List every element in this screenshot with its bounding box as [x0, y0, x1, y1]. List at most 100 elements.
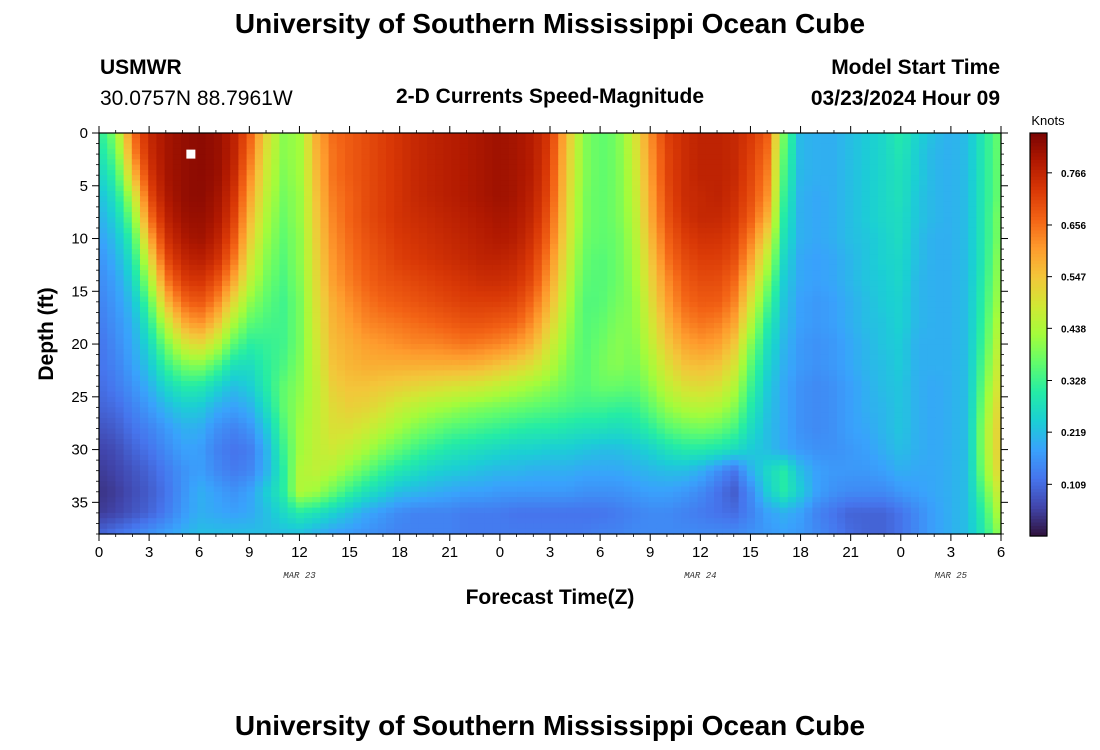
heatmap-cell	[623, 233, 633, 240]
heatmap-cell	[197, 169, 207, 176]
heatmap-cell	[451, 154, 461, 160]
heatmap-cell	[509, 264, 518, 271]
heatmap-cell	[369, 143, 379, 150]
heatmap-cell	[123, 201, 133, 208]
heatmap-cell	[205, 217, 215, 224]
heatmap-cell	[812, 275, 822, 282]
heatmap-cell	[181, 217, 190, 224]
heatmap-cell	[435, 259, 444, 266]
heatmap-cell	[861, 143, 871, 150]
heatmap-cell	[279, 212, 289, 219]
heatmap-cell	[427, 370, 436, 377]
heatmap-cell	[763, 217, 772, 224]
heatmap-cell	[771, 280, 781, 287]
heatmap-cell	[230, 259, 239, 266]
heatmap-cell	[902, 238, 912, 245]
heatmap-cell	[697, 138, 707, 145]
heatmap-cell	[336, 148, 346, 155]
heatmap-cell	[328, 164, 338, 171]
heatmap-cell	[648, 227, 658, 234]
heatmap-cell	[287, 354, 297, 361]
heatmap-cell	[394, 254, 403, 261]
heatmap-cell	[541, 270, 551, 277]
heatmap-cell	[845, 275, 854, 282]
heatmap-cell	[673, 164, 682, 171]
heatmap-cell	[960, 133, 969, 139]
heatmap-cell	[615, 138, 625, 145]
heatmap-cell	[312, 317, 321, 324]
heatmap-cell	[164, 280, 174, 287]
heatmap-cell	[894, 180, 904, 187]
heatmap-cell	[271, 191, 280, 197]
heatmap-cell	[828, 365, 838, 372]
heatmap-cell	[369, 291, 379, 298]
heatmap-cell	[468, 227, 477, 234]
heatmap-cell	[468, 254, 477, 261]
heatmap-cell	[632, 333, 641, 340]
heatmap-cell	[435, 359, 444, 366]
heatmap-cell	[845, 206, 854, 213]
heatmap-cell	[107, 196, 116, 203]
heatmap-cell	[714, 254, 723, 261]
heatmap-cell	[902, 175, 912, 182]
heatmap-cell	[976, 138, 986, 145]
heatmap-cell	[566, 227, 576, 234]
heatmap-cell	[951, 238, 961, 245]
heatmap-cell	[927, 296, 936, 303]
heatmap-cell	[566, 254, 576, 261]
heatmap-cell	[902, 280, 912, 287]
heatmap-cell	[853, 217, 863, 224]
heatmap-cell	[164, 148, 174, 155]
heatmap-cell	[779, 185, 789, 192]
heatmap-cell	[943, 322, 953, 329]
heatmap-cell	[574, 349, 584, 356]
heatmap-cell	[787, 359, 797, 366]
heatmap-cell	[230, 143, 239, 150]
heatmap-cell	[295, 227, 305, 234]
heatmap-cell	[312, 328, 321, 335]
heatmap-cell	[648, 217, 658, 224]
heatmap-cell	[468, 312, 477, 319]
heatmap-cell	[197, 359, 207, 366]
heatmap-cell	[418, 328, 428, 335]
heatmap-cell	[443, 280, 453, 287]
heatmap-cell	[451, 291, 461, 298]
heatmap-cell	[164, 307, 174, 313]
heatmap-cell	[148, 243, 157, 250]
heatmap-cell	[845, 180, 854, 187]
heatmap-cell	[828, 133, 838, 139]
heatmap-cell	[427, 238, 436, 245]
heatmap-cell	[607, 280, 617, 287]
heatmap-cell	[263, 175, 272, 182]
heatmap-cell	[738, 259, 748, 266]
heatmap-cell	[131, 280, 141, 287]
heatmap-cell	[533, 349, 543, 356]
heatmap-cell	[336, 154, 346, 160]
heatmap-cell	[779, 275, 789, 282]
heatmap-cell	[377, 270, 387, 277]
heatmap-cell	[697, 159, 707, 166]
heatmap-cell	[861, 307, 871, 313]
heatmap-cell	[213, 291, 223, 298]
heatmap-cell	[205, 233, 215, 240]
heatmap-cell	[377, 349, 387, 356]
heatmap-cell	[246, 159, 256, 166]
heatmap-cell	[435, 370, 444, 377]
heatmap-cell	[656, 328, 666, 335]
heatmap-cell	[837, 286, 846, 292]
heatmap-cell	[517, 133, 526, 139]
heatmap-cell	[123, 133, 133, 139]
heatmap-cell	[632, 259, 641, 266]
heatmap-cell	[566, 138, 576, 145]
heatmap-cell	[943, 175, 953, 182]
heatmap-cell	[541, 286, 551, 292]
heatmap-cell	[172, 169, 182, 176]
heatmap-cell	[541, 233, 551, 240]
heatmap-cell	[558, 185, 567, 192]
heatmap-cell	[558, 291, 567, 298]
heatmap-cell	[484, 206, 494, 213]
heatmap-cell	[353, 133, 362, 139]
heatmap-cell	[927, 185, 936, 192]
heatmap-cell	[812, 227, 822, 234]
heatmap-cell	[656, 275, 666, 282]
